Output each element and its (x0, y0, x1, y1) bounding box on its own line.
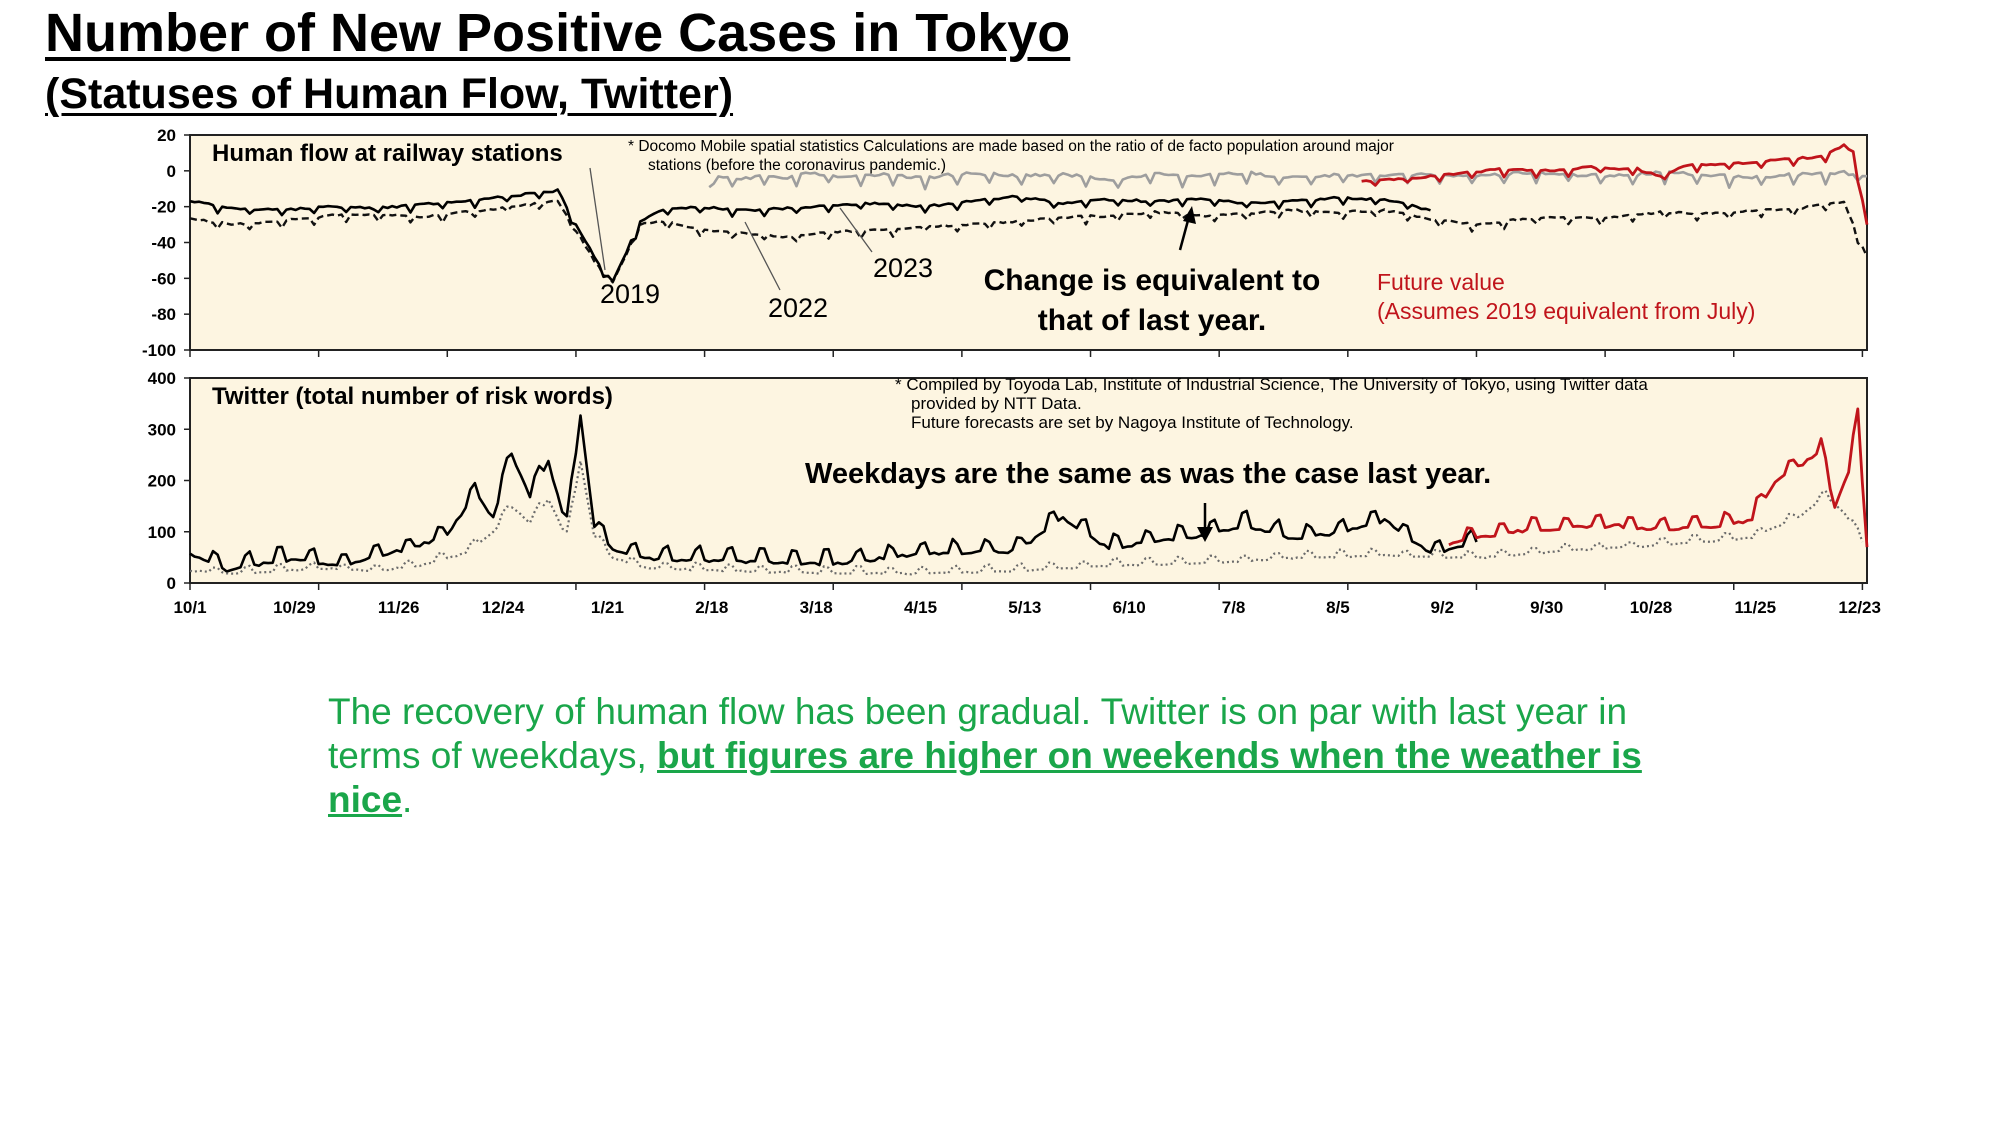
x-tick-label: 9/2 (1430, 598, 1454, 617)
series-line-2019 (708, 169, 1868, 191)
x-tick-label: 11/26 (378, 598, 420, 617)
x-tick-label: 10/28 (1630, 598, 1673, 617)
x-tick-label: 2/18 (695, 598, 728, 617)
page-subtitle: (Statuses of Human Flow, Twitter) (45, 70, 734, 118)
series-label-2023: 2023 (873, 253, 933, 283)
annotation-text: Weekdays are the same as was the case la… (805, 458, 1491, 490)
series-line-current-year (189, 414, 1478, 573)
series-label-2022: 2022 (768, 293, 828, 323)
x-tick-label: 12/24 (482, 598, 525, 617)
footnote-line: Future forecasts are set by Nagoya Insti… (911, 413, 1354, 432)
annotation-arrow-head (1197, 527, 1213, 542)
x-tick-label: 5/13 (1008, 598, 1041, 617)
label-leader-2019 (589, 167, 606, 271)
y-tick-label: 0 (167, 162, 176, 181)
y-tick-label: 0 (167, 574, 176, 593)
annotation-arrow-head (1183, 206, 1196, 224)
y-tick-label: 300 (148, 420, 176, 439)
x-tick-label: 1/21 (591, 598, 624, 617)
summary-plain: The recovery of human flow has been grad… (328, 691, 1628, 776)
series-line-future-value (1361, 143, 1869, 225)
plot-area (189, 377, 1868, 584)
x-tick-label: 6/10 (1113, 598, 1146, 617)
footnote-line: * Compiled by Toyoda Lab, Institute of I… (895, 375, 1648, 394)
y-tick-label: 20 (157, 126, 176, 145)
x-tick-label: 7/8 (1222, 598, 1246, 617)
y-tick-label: 200 (148, 472, 176, 491)
y-tick-label: -60 (151, 269, 176, 288)
future-label: Future value (1377, 269, 1505, 295)
y-tick-label: -80 (151, 305, 176, 324)
human-flow-chart: 20 0 -20 -40 -60 -80 -100 Human flow at railway… (142, 126, 1869, 360)
footnote-line: stations (before the coronavirus pandemi… (648, 157, 946, 174)
footnote-line: provided by NTT Data. (911, 394, 1082, 413)
twitter-chart: 400 300 200 100 0 10/1 10/29 11/26 12/24 1/21 2/18… (148, 369, 1881, 617)
plot-area (189, 134, 1868, 351)
page-title: Number of New Positive Cases in Tokyo (45, 3, 1071, 63)
y-tick-label: -40 (151, 234, 176, 253)
x-tick-label: 4/15 (904, 598, 937, 617)
series-label-2019: 2019 (600, 279, 660, 309)
y-tick-label: 400 (148, 369, 176, 388)
summary-end: . (402, 779, 413, 820)
summary-emphasis: but figures are higher on weekends when … (328, 735, 1642, 820)
x-tick-label: 10/29 (273, 598, 316, 617)
series-line-2023 (189, 188, 1431, 283)
footnote-line: * Docomo Mobile spatial statistics Calcu… (628, 138, 1394, 155)
series-line-future-value (1448, 407, 1869, 548)
future-label: (Assumes 2019 equivalent from July) (1377, 298, 1755, 324)
x-tick-label: 11/25 (1735, 598, 1777, 617)
label-leader-2023 (839, 207, 873, 253)
annotation-line: Change is equivalent to (984, 264, 1321, 297)
label-leader-2022 (744, 221, 781, 291)
y-tick-label: 100 (148, 523, 176, 542)
y-tick-label: -100 (142, 341, 176, 360)
annotation-line: that of last year. (1038, 304, 1266, 337)
x-tick-label: 3/18 (800, 598, 833, 617)
x-tick-label: 10/1 (173, 598, 206, 617)
x-tick-label: 12/23 (1838, 598, 1881, 617)
panel-title: Twitter (total number of risk words) (212, 383, 613, 410)
summary-text: The recovery of human flow has been grad… (328, 690, 1728, 822)
x-tick-label: 8/5 (1326, 598, 1350, 617)
panel-title: Human flow at railway stations (212, 140, 563, 167)
y-tick-label: -20 (151, 198, 176, 217)
series-line-2022 (189, 199, 1869, 284)
x-tick-label: 9/30 (1530, 598, 1563, 617)
